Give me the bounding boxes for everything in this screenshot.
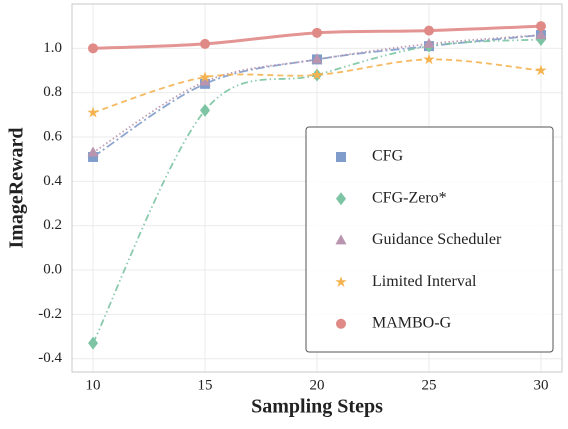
x-tick-label: 15 (198, 377, 213, 393)
legend-marker (336, 152, 346, 162)
y-tick-label: 1.0 (43, 40, 62, 56)
legend: CFG CFG-Zero* Guidance Scheduler Limited In… (305, 126, 554, 353)
data-point (200, 103, 211, 117)
series-line (92, 38, 542, 344)
series-line (92, 58, 542, 114)
data-point (535, 21, 546, 32)
data-point (535, 29, 547, 40)
legend-label: CFG-Zero* (372, 189, 447, 206)
x-tick-label: 25 (421, 377, 436, 393)
data-point (311, 68, 323, 80)
data-point (199, 75, 211, 86)
data-point (87, 146, 99, 157)
y-axis-label: ImageReward (6, 127, 28, 248)
y-tick-label: -0.2 (38, 306, 62, 322)
data-point (312, 27, 322, 38)
legend-box (305, 126, 554, 353)
x-tick-label: 10 (86, 377, 101, 393)
data-point (423, 25, 434, 36)
x-axis-label: Sampling Steps (251, 396, 383, 418)
legend-marker (336, 318, 346, 329)
x-tick-label: 20 (310, 377, 325, 393)
y-tick-label: -0.4 (38, 350, 62, 366)
data-point (423, 53, 435, 65)
legend-label: MAMBO-G (372, 314, 452, 331)
legend-marker (336, 192, 346, 206)
legend-label: CFG (372, 148, 404, 165)
data-point (88, 336, 99, 350)
y-tick-label: 0.8 (43, 84, 62, 100)
x-tick-label: 30 (533, 377, 548, 393)
y-tick-label: 0.4 (43, 173, 62, 189)
legend-label: Guidance Scheduler (372, 231, 502, 248)
y-tick-label: 0.6 (43, 128, 62, 144)
y-tick-label: 0.2 (43, 217, 62, 233)
data-point (423, 37, 435, 48)
data-point (199, 71, 211, 83)
legend-marker (335, 234, 347, 245)
data-point (311, 53, 323, 64)
data-point (200, 38, 211, 49)
y-tick-label: 0.0 (43, 261, 62, 277)
plot-frame (71, 3, 563, 373)
data-point (87, 106, 99, 118)
legend-label: Limited Interval (372, 273, 477, 290)
data-point (88, 43, 99, 54)
data-point (535, 64, 547, 76)
legend-marker (335, 276, 347, 287)
